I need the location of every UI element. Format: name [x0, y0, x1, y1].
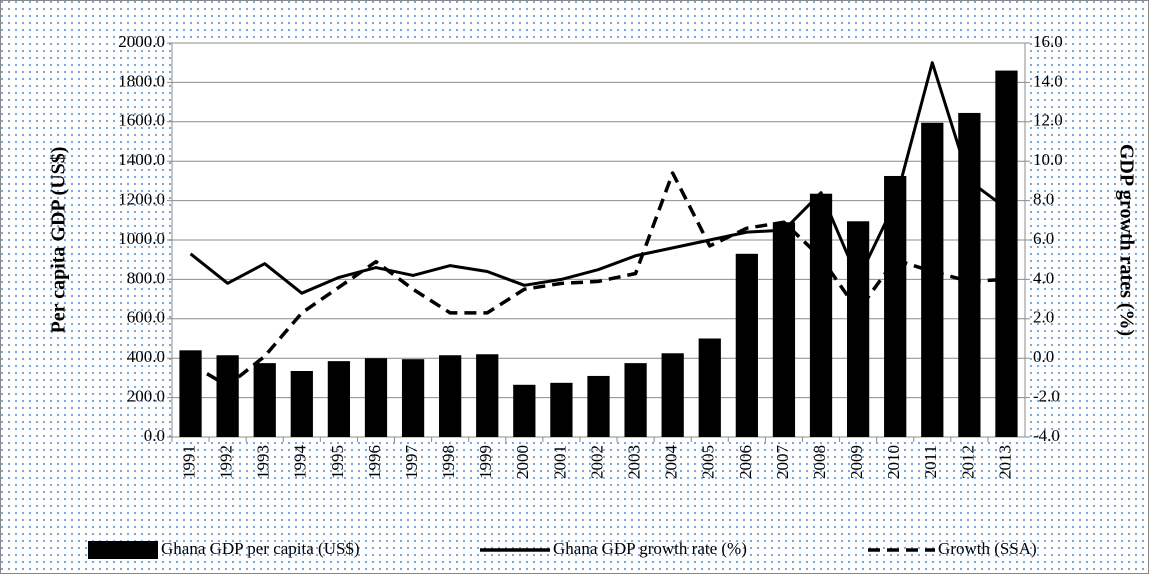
y2-tick-label: 2.0 — [1033, 308, 1054, 327]
y2-tick-label: 6.0 — [1033, 229, 1054, 248]
y-tick-label: 0.0 — [144, 426, 165, 445]
y-tick-label: 1400.0 — [118, 150, 165, 169]
x-tick-label: 2008 — [810, 445, 829, 479]
bar — [401, 359, 425, 437]
legend-label: Growth (SSA) — [938, 539, 1037, 558]
x-tick-label: 1996 — [365, 445, 384, 479]
x-tick-label: 2007 — [773, 445, 792, 480]
bar — [884, 175, 907, 437]
y2-tick-label: 4.0 — [1033, 268, 1054, 287]
y-tick-label: 600.0 — [127, 308, 165, 327]
bar — [179, 350, 202, 437]
x-tick-label: 2003 — [624, 445, 643, 479]
y-tick-label: 200.0 — [127, 387, 165, 406]
x-tick-label: 2013 — [995, 445, 1014, 479]
bar — [921, 122, 944, 437]
x-tick-label: 2004 — [662, 445, 681, 480]
bar — [513, 384, 536, 437]
x-tick-label: 2005 — [699, 445, 718, 479]
x-tick-label: 2006 — [736, 445, 755, 479]
y2-tick-label: 0.0 — [1033, 347, 1054, 366]
y-tick-label: 400.0 — [127, 347, 165, 366]
bar — [364, 358, 388, 437]
x-tick-label: 1998 — [439, 445, 458, 479]
bar — [809, 193, 833, 437]
bar — [772, 222, 796, 437]
legend-swatch — [88, 541, 158, 559]
bar — [476, 354, 499, 437]
bar — [735, 253, 758, 437]
bar — [439, 355, 462, 437]
y2-tick-label: 14.0 — [1033, 71, 1063, 90]
bar — [587, 375, 610, 437]
x-tick-label: 2011 — [921, 445, 940, 478]
line — [189, 61, 1008, 295]
bar — [216, 355, 239, 437]
bar — [550, 382, 573, 437]
x-tick-label: 1999 — [476, 445, 495, 479]
y2-tick-label: 16.0 — [1033, 32, 1063, 51]
x-tick-label: 2002 — [587, 445, 606, 479]
x-tick-label: 1992 — [217, 445, 236, 479]
bar — [624, 363, 647, 437]
y2-tick-label: -2.0 — [1033, 387, 1060, 406]
x-tick-label: 1995 — [328, 445, 347, 479]
bar — [661, 353, 684, 437]
bar — [995, 70, 1018, 437]
x-tick-label: 2009 — [847, 445, 866, 479]
bar — [327, 361, 351, 437]
y-axis-title: Per capita GDP (US$) — [48, 147, 70, 334]
y-tick-label: 1600.0 — [118, 111, 165, 130]
bar — [958, 112, 981, 437]
y-tick-label: 1800.0 — [118, 71, 165, 90]
bar — [698, 338, 721, 437]
y-tick-label: 2000.0 — [118, 32, 165, 51]
bar — [290, 371, 313, 437]
x-tick-label: 1997 — [402, 445, 421, 480]
y2-tick-label: 12.0 — [1033, 111, 1063, 130]
y2-tick-label: -4.0 — [1033, 426, 1060, 445]
y-tick-label: 800.0 — [127, 268, 165, 287]
x-tick-label: 2012 — [958, 445, 977, 479]
legend-label: Ghana GDP per capita (US$) — [161, 539, 360, 558]
y-tick-label: 1200.0 — [118, 190, 165, 209]
y2-tick-label: 8.0 — [1033, 190, 1054, 209]
x-tick-label: 2001 — [550, 445, 569, 479]
x-tick-label: 1991 — [179, 445, 198, 479]
bar — [846, 221, 870, 437]
y-tick-label: 1000.0 — [118, 229, 165, 248]
x-tick-label: 1993 — [254, 445, 273, 479]
y2-axis-title: GDP growth rates (%) — [1115, 144, 1137, 336]
y2-tick-label: 10.0 — [1033, 150, 1063, 169]
x-tick-label: 2000 — [513, 445, 532, 479]
x-tick-label: 2010 — [884, 445, 903, 479]
x-tick-label: 1994 — [291, 445, 310, 480]
legend-label: Ghana GDP growth rate (%) — [553, 539, 747, 558]
line — [189, 171, 1007, 388]
bar — [253, 363, 276, 437]
